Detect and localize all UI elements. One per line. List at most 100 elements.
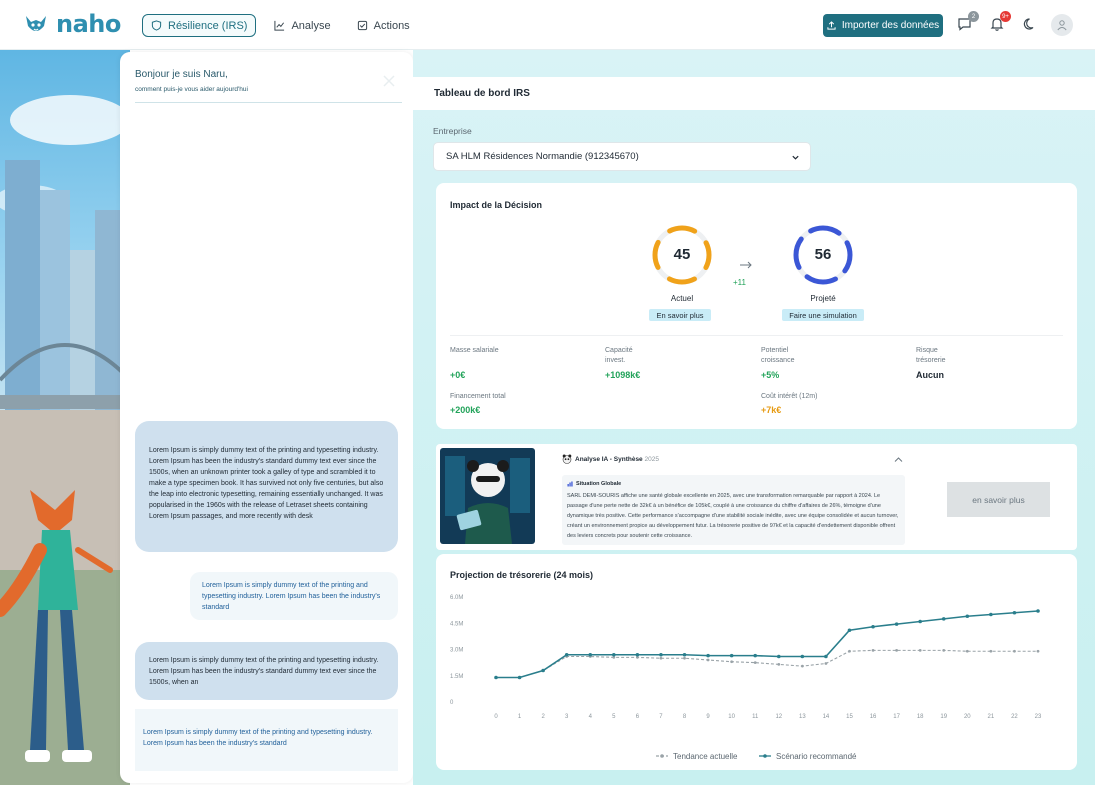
- messages-button[interactable]: 2: [957, 11, 979, 32]
- data-point: [871, 624, 875, 629]
- metric-label: Potentiel croissance: [761, 347, 795, 364]
- x-tick-label: 17: [893, 714, 900, 720]
- assistant-chat-panel: Bonjour je suis Naru, comment puis-je vo…: [120, 52, 413, 783]
- chevron-up-icon[interactable]: [894, 456, 903, 463]
- data-point: [612, 652, 616, 657]
- x-tick-label: 21: [988, 714, 995, 720]
- x-tick-label: 11: [752, 714, 759, 720]
- x-tick-label: 6: [636, 714, 640, 720]
- ai-summary-box: Situation Globale SARL DEMI-SOURIS affic…: [562, 475, 905, 545]
- data-point: [777, 662, 781, 666]
- ai-analysis-title: Analyse IA - Synthèse 2025: [575, 456, 659, 463]
- chart-icon: [274, 20, 285, 31]
- data-point: [729, 653, 734, 658]
- x-tick-label: 19: [940, 714, 947, 720]
- x-tick-label: 18: [917, 714, 924, 720]
- city-fox-illustration: [0, 95, 130, 785]
- ai-summary-text: SARL DEMI-SOURIS affiche une santé globa…: [567, 493, 899, 539]
- company-select[interactable]: SA HLM Résidences Normandie (912345670): [433, 142, 811, 171]
- panda-illustration: [440, 448, 535, 544]
- impact-card: Impact de la Décision 45 Actuel En savoi…: [436, 183, 1077, 429]
- data-point: [895, 648, 899, 652]
- x-tick-label: 8: [683, 714, 687, 720]
- y-tick-label: 0: [450, 700, 454, 706]
- ai-section-title: Situation Globale: [576, 481, 622, 487]
- projected-score: 56: [814, 246, 832, 263]
- current-score-label: Actuel: [670, 294, 694, 303]
- brand-logo[interactable]: naho: [22, 10, 121, 38]
- x-tick-label: 23: [1035, 714, 1042, 720]
- data-point: [965, 649, 969, 653]
- metric-value: +5%: [761, 370, 780, 380]
- score-delta: +11: [733, 278, 746, 287]
- x-tick-label: 22: [1011, 714, 1018, 720]
- company-select-value: SA HLM Résidences Normandie (912345670): [446, 151, 639, 162]
- nav-tab-analyse[interactable]: Analyse: [266, 14, 338, 37]
- chat-message-user: Lorem Ipsum is simply dummy text of the …: [190, 572, 398, 620]
- impact-title: Impact de la Décision: [450, 200, 543, 210]
- current-score-ring: [652, 225, 712, 285]
- messages-badge: 2: [968, 11, 979, 22]
- y-tick-label: 4.5M: [450, 621, 463, 627]
- data-point: [942, 648, 946, 652]
- chat-subtitle: comment puis-je vous aider aujourd'hui: [135, 86, 248, 93]
- data-point: [989, 649, 993, 653]
- data-point: [965, 614, 970, 619]
- data-point: [683, 656, 686, 660]
- x-tick-label: 15: [846, 714, 853, 720]
- page-title: Tableau de bord IRS: [434, 88, 530, 99]
- chat-message-user: Lorem Ipsum is simply dummy text of the …: [135, 709, 398, 771]
- bar-chart-icon: [567, 481, 573, 487]
- background-illustration: [0, 50, 130, 785]
- series-line-recommended-scenario: [496, 610, 1039, 679]
- chevron-down-icon: [792, 155, 799, 160]
- cash-projection-chart: 01.5M3.0M4.5M6.0M0 1 2 3 4 5 6 7 8 9 10 11 12 13 14 15 1…: [450, 595, 1042, 761]
- data-point: [753, 661, 757, 665]
- data-point: [706, 653, 710, 658]
- notifications-badge: 9+: [1000, 11, 1011, 22]
- simulate-button[interactable]: Faire une simulation: [782, 309, 864, 321]
- data-point: [894, 622, 899, 626]
- x-tick-label: 1: [518, 714, 522, 720]
- chat-message-bot: Lorem Ipsum is simply dummy text of the …: [135, 642, 398, 700]
- data-point: [1013, 649, 1016, 653]
- learn-more-button[interactable]: En savoir plus: [649, 309, 711, 321]
- dark-mode-toggle[interactable]: [1022, 16, 1038, 32]
- ai-learn-more-button[interactable]: en savoir plus: [947, 482, 1050, 517]
- x-tick-label: 13: [799, 714, 806, 720]
- metric-label: Coût intérêt (12m): [761, 393, 818, 400]
- x-tick-label: 3: [565, 714, 569, 720]
- close-icon[interactable]: [382, 74, 396, 88]
- data-point: [871, 648, 875, 652]
- nav-tab-resilience[interactable]: Résilience (IRS): [142, 14, 257, 37]
- data-point: [848, 649, 851, 653]
- nav-tab-actions[interactable]: Actions: [349, 14, 418, 37]
- y-tick-label: 6.0M: [450, 595, 463, 601]
- top-bar: naho Résilience (IRS) Analyse Actions Im…: [0, 0, 1095, 50]
- fox-logo-icon: [26, 16, 46, 31]
- x-tick-label: 4: [589, 714, 593, 720]
- data-point: [800, 664, 804, 668]
- x-tick-label: 14: [823, 714, 830, 720]
- user-avatar[interactable]: [1051, 14, 1073, 36]
- notifications-button[interactable]: 9+: [989, 11, 1011, 32]
- x-tick-label: 12: [775, 714, 782, 720]
- dashboard-panel: Tableau de bord IRS Entreprise SA HLM Ré…: [413, 50, 1095, 785]
- chat-message-bot: Lorem Ipsum is simply dummy text of the …: [135, 421, 398, 552]
- data-point: [989, 612, 993, 617]
- legend-label: Scénario recommandé: [776, 752, 857, 761]
- data-point: [1036, 609, 1040, 613]
- metric-label: Financement total: [450, 393, 506, 400]
- data-point: [635, 652, 640, 657]
- data-point: [659, 656, 663, 660]
- user-icon: [1057, 20, 1067, 31]
- data-point: [730, 660, 734, 664]
- chat-divider: [135, 102, 402, 103]
- data-point: [753, 653, 758, 658]
- x-tick-label: 7: [659, 714, 663, 720]
- dashboard-header: Tableau de bord IRS: [413, 77, 1095, 110]
- import-data-button[interactable]: Importer des données: [823, 14, 943, 37]
- checkbox-icon: [357, 20, 367, 31]
- data-point: [635, 655, 639, 659]
- metric-value: +0€: [450, 370, 466, 380]
